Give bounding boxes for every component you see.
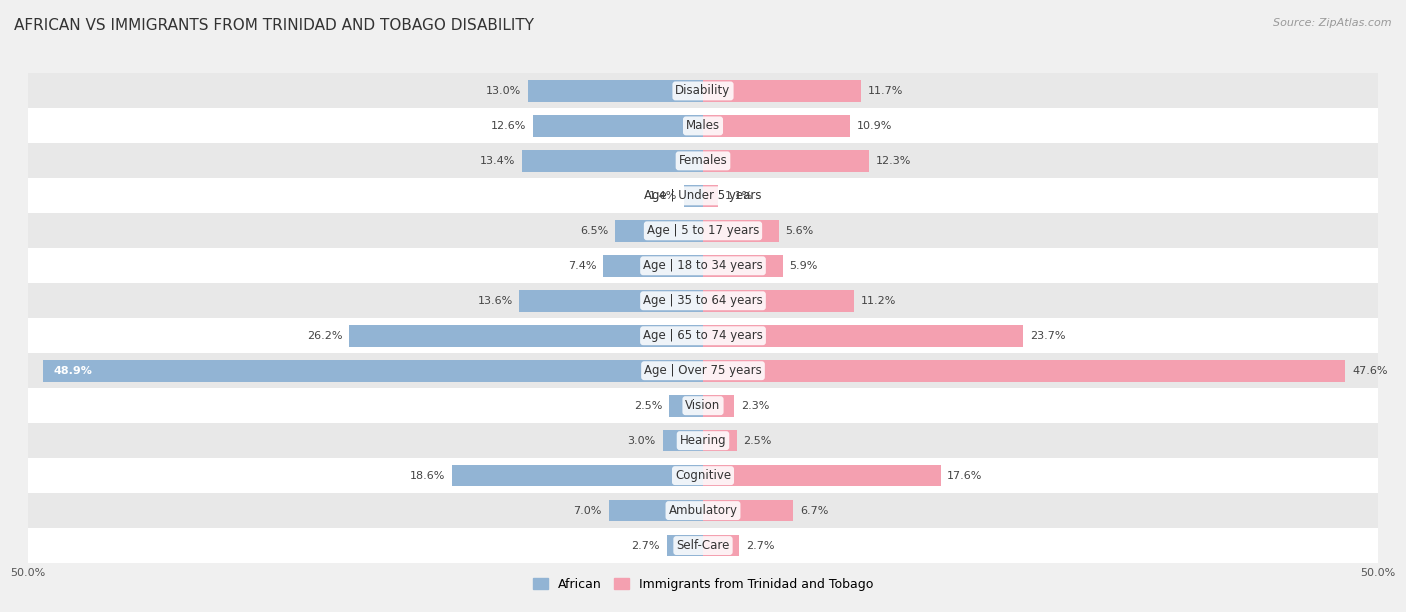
Bar: [349, 325, 703, 346]
FancyBboxPatch shape: [28, 214, 1378, 248]
Bar: [703, 430, 737, 452]
Bar: [609, 500, 703, 521]
Text: Age | 5 to 17 years: Age | 5 to 17 years: [647, 225, 759, 237]
Text: 12.3%: 12.3%: [876, 156, 911, 166]
Bar: [519, 290, 703, 312]
FancyBboxPatch shape: [28, 283, 1378, 318]
Bar: [703, 325, 1024, 346]
Text: 17.6%: 17.6%: [948, 471, 983, 480]
Text: 23.7%: 23.7%: [1029, 330, 1066, 341]
Bar: [533, 115, 703, 136]
Bar: [666, 535, 703, 556]
Text: Source: ZipAtlas.com: Source: ZipAtlas.com: [1274, 18, 1392, 28]
Text: Age | Over 75 years: Age | Over 75 years: [644, 364, 762, 377]
Text: 10.9%: 10.9%: [856, 121, 893, 131]
Bar: [603, 255, 703, 277]
Text: Females: Females: [679, 154, 727, 167]
Bar: [703, 115, 851, 136]
Text: Age | 18 to 34 years: Age | 18 to 34 years: [643, 259, 763, 272]
Bar: [616, 220, 703, 242]
Text: 11.2%: 11.2%: [860, 296, 896, 306]
Text: Males: Males: [686, 119, 720, 132]
Text: 5.6%: 5.6%: [786, 226, 814, 236]
Text: 13.0%: 13.0%: [485, 86, 520, 96]
Text: Ambulatory: Ambulatory: [668, 504, 738, 517]
Bar: [703, 185, 718, 207]
Bar: [522, 150, 703, 172]
Text: Age | Under 5 years: Age | Under 5 years: [644, 189, 762, 203]
Text: 1.4%: 1.4%: [650, 191, 678, 201]
Bar: [703, 465, 941, 487]
Text: 2.5%: 2.5%: [634, 401, 662, 411]
Text: Age | 65 to 74 years: Age | 65 to 74 years: [643, 329, 763, 342]
Text: 6.7%: 6.7%: [800, 506, 828, 515]
Bar: [451, 465, 703, 487]
Bar: [703, 360, 1346, 381]
Text: 5.9%: 5.9%: [789, 261, 818, 271]
Text: 11.7%: 11.7%: [868, 86, 903, 96]
FancyBboxPatch shape: [28, 248, 1378, 283]
Text: AFRICAN VS IMMIGRANTS FROM TRINIDAD AND TOBAGO DISABILITY: AFRICAN VS IMMIGRANTS FROM TRINIDAD AND …: [14, 18, 534, 34]
Text: Cognitive: Cognitive: [675, 469, 731, 482]
Bar: [703, 150, 869, 172]
Text: Hearing: Hearing: [679, 434, 727, 447]
FancyBboxPatch shape: [28, 458, 1378, 493]
FancyBboxPatch shape: [28, 318, 1378, 353]
Bar: [703, 535, 740, 556]
Bar: [662, 430, 703, 452]
Bar: [527, 80, 703, 102]
Bar: [44, 360, 703, 381]
Text: Age | 35 to 64 years: Age | 35 to 64 years: [643, 294, 763, 307]
Bar: [669, 395, 703, 417]
Text: Self-Care: Self-Care: [676, 539, 730, 552]
Text: 2.7%: 2.7%: [747, 540, 775, 551]
Text: 18.6%: 18.6%: [409, 471, 446, 480]
FancyBboxPatch shape: [28, 178, 1378, 214]
Text: 7.4%: 7.4%: [568, 261, 596, 271]
Text: 13.6%: 13.6%: [478, 296, 513, 306]
Text: 12.6%: 12.6%: [491, 121, 526, 131]
Text: 1.1%: 1.1%: [724, 191, 752, 201]
Legend: African, Immigrants from Trinidad and Tobago: African, Immigrants from Trinidad and To…: [527, 573, 879, 596]
Text: 3.0%: 3.0%: [627, 436, 655, 446]
Bar: [703, 255, 783, 277]
Bar: [703, 220, 779, 242]
Text: 2.3%: 2.3%: [741, 401, 769, 411]
Text: 13.4%: 13.4%: [479, 156, 516, 166]
Text: Vision: Vision: [685, 399, 721, 412]
Bar: [703, 80, 860, 102]
FancyBboxPatch shape: [28, 353, 1378, 388]
Text: Disability: Disability: [675, 84, 731, 97]
FancyBboxPatch shape: [28, 143, 1378, 178]
Bar: [685, 185, 703, 207]
Text: 47.6%: 47.6%: [1353, 366, 1388, 376]
Text: 26.2%: 26.2%: [307, 330, 343, 341]
Text: 6.5%: 6.5%: [581, 226, 609, 236]
FancyBboxPatch shape: [28, 388, 1378, 423]
Bar: [703, 290, 855, 312]
Bar: [703, 500, 793, 521]
FancyBboxPatch shape: [28, 73, 1378, 108]
FancyBboxPatch shape: [28, 423, 1378, 458]
Text: 2.5%: 2.5%: [744, 436, 772, 446]
FancyBboxPatch shape: [28, 493, 1378, 528]
Text: 2.7%: 2.7%: [631, 540, 659, 551]
Bar: [703, 395, 734, 417]
FancyBboxPatch shape: [28, 528, 1378, 563]
FancyBboxPatch shape: [28, 108, 1378, 143]
Text: 48.9%: 48.9%: [53, 366, 93, 376]
Text: 7.0%: 7.0%: [574, 506, 602, 515]
